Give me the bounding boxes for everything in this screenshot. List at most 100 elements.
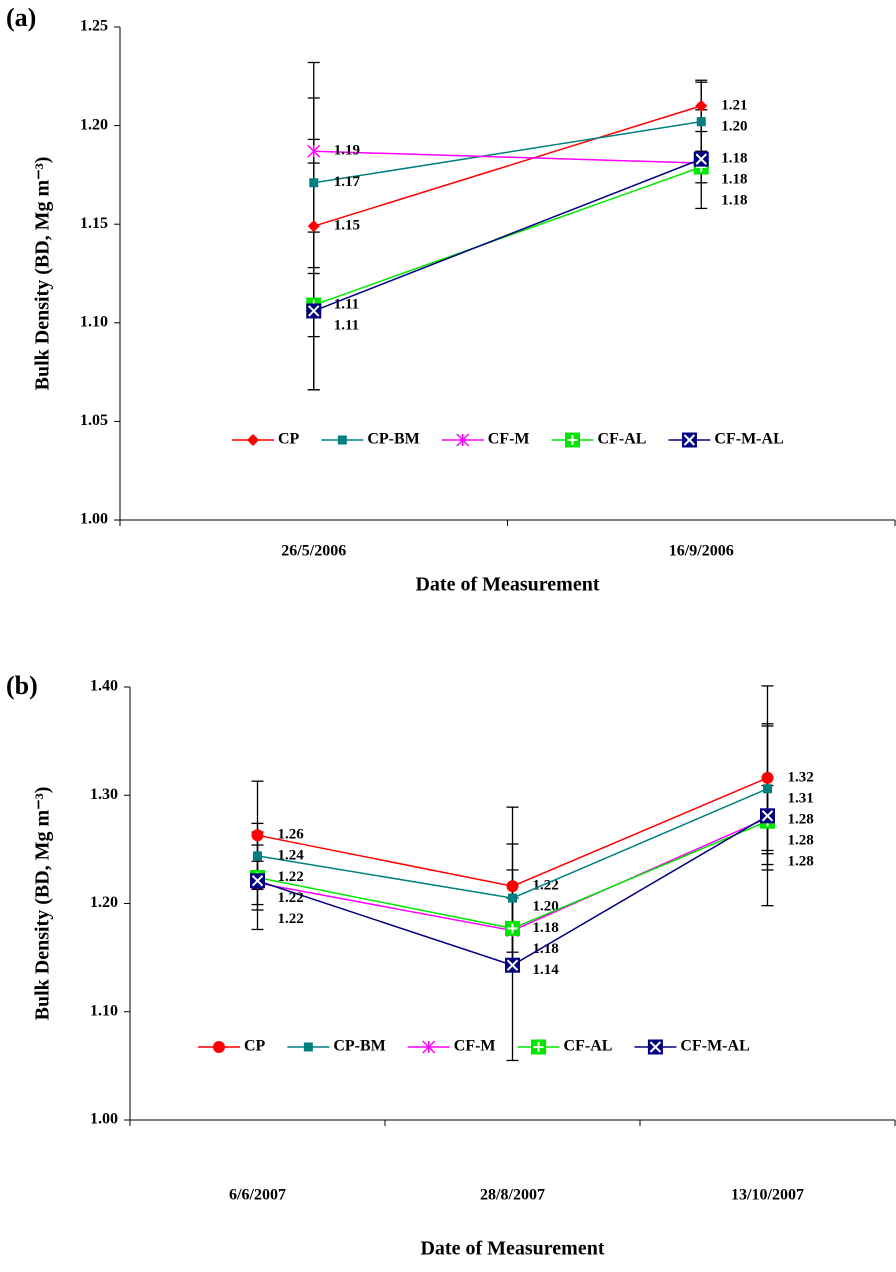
marker (693, 151, 709, 167)
data-label: 1.22 (278, 890, 304, 906)
marker (647, 1039, 663, 1055)
data-label: 1.32 (788, 769, 814, 785)
marker (763, 784, 772, 794)
series-line (313, 150, 702, 164)
legend-label: CF-AL (564, 1038, 613, 1055)
x-axis-title: Date of Measurement (415, 574, 599, 596)
data-label: 1.19 (334, 143, 360, 159)
data-label: 1.31 (788, 790, 814, 806)
y-tick-label: 1.10 (90, 1002, 118, 1019)
marker-shape (303, 1042, 313, 1052)
marker (681, 432, 697, 448)
y-tick-label: 1.30 (90, 786, 118, 803)
y-tick-label: 1.20 (90, 894, 118, 911)
marker (251, 829, 264, 842)
marker (531, 1039, 547, 1055)
x-tick-label: 13/10/2007 (731, 1187, 804, 1204)
marker (306, 303, 322, 319)
marker (761, 771, 774, 784)
data-label: 1.18 (533, 941, 559, 957)
marker-stroke (695, 153, 707, 165)
data-label: 1.17 (334, 174, 361, 190)
marker-stroke (251, 875, 264, 887)
legend-label: CP (278, 431, 300, 448)
y-tick-label: 1.40 (90, 678, 118, 695)
y-tick-label: 1.25 (80, 18, 108, 35)
data-label: 1.18 (533, 920, 559, 936)
data-label: 1.28 (788, 811, 814, 827)
y-tick-label: 1.05 (80, 412, 108, 429)
marker (565, 432, 581, 448)
marker (505, 920, 520, 936)
y-tick-label: 1.00 (90, 1111, 118, 1128)
marker (253, 851, 262, 861)
marker (213, 1041, 225, 1053)
marker-shape (508, 893, 517, 903)
data-label: 1.20 (533, 899, 559, 915)
y-tick-label: 1.20 (80, 116, 108, 133)
legend-label: CP-BM (333, 1038, 385, 1055)
x-tick-label: 28/8/2007 (480, 1187, 545, 1204)
x-axis-title: Date of Measurement (420, 1238, 604, 1260)
marker (506, 880, 519, 893)
marker (760, 808, 775, 824)
marker (422, 1040, 436, 1054)
marker-stroke (683, 434, 696, 446)
y-tick-label: 1.10 (80, 313, 108, 330)
y-axis-title: Bulk Density (BD, Mg m⁻³) (32, 157, 54, 391)
data-label: 1.20 (721, 118, 747, 134)
marker (309, 178, 319, 188)
marker (250, 873, 265, 889)
data-label: 1.18 (721, 151, 747, 167)
legend-label: CF-AL (598, 431, 647, 448)
series-line (313, 120, 702, 184)
marker-shape (309, 178, 319, 188)
data-label: 1.24 (278, 848, 305, 864)
data-label: 1.14 (533, 962, 560, 978)
marker-shape (253, 851, 262, 861)
marker-shape (506, 880, 519, 893)
legend-label: CP (244, 1038, 266, 1055)
series-line (313, 105, 702, 227)
data-label: 1.28 (788, 853, 814, 869)
marker-shape (213, 1041, 225, 1053)
x-tick-label: 26/5/2006 (281, 543, 346, 560)
legend-label: CF-M (454, 1038, 496, 1055)
data-label: 1.26 (278, 827, 305, 843)
marker (307, 144, 321, 158)
marker (695, 99, 708, 112)
panel-label: (a) (6, 3, 36, 32)
y-tick-label: 1.00 (80, 511, 108, 528)
marker (337, 435, 347, 445)
legend-label: CF-M-AL (680, 1038, 749, 1055)
marker-stroke (649, 1041, 662, 1053)
x-tick-label: 6/6/2007 (229, 1187, 286, 1204)
marker-shape (763, 784, 772, 794)
legend-label: CP-BM (367, 431, 419, 448)
data-label: 1.15 (334, 218, 360, 234)
series-line (313, 166, 702, 306)
marker (508, 893, 517, 903)
marker (456, 433, 470, 447)
marker-stroke (761, 810, 774, 822)
data-label: 1.18 (721, 193, 747, 209)
marker (696, 117, 706, 127)
marker-shape (337, 435, 347, 445)
marker (307, 220, 320, 233)
data-label: 1.22 (278, 911, 304, 927)
marker-stroke (308, 305, 320, 317)
series-line (313, 158, 702, 312)
legend-label: CF-M (488, 431, 530, 448)
data-label: 1.11 (334, 317, 359, 333)
data-label: 1.22 (278, 869, 304, 885)
data-label: 1.21 (721, 97, 747, 113)
panel-label: (b) (6, 671, 38, 700)
marker-shape (696, 117, 706, 127)
data-label: 1.18 (721, 172, 747, 188)
marker (303, 1042, 313, 1052)
marker-shape (307, 220, 320, 233)
marker-shape (251, 829, 264, 842)
marker-shape (761, 771, 774, 784)
